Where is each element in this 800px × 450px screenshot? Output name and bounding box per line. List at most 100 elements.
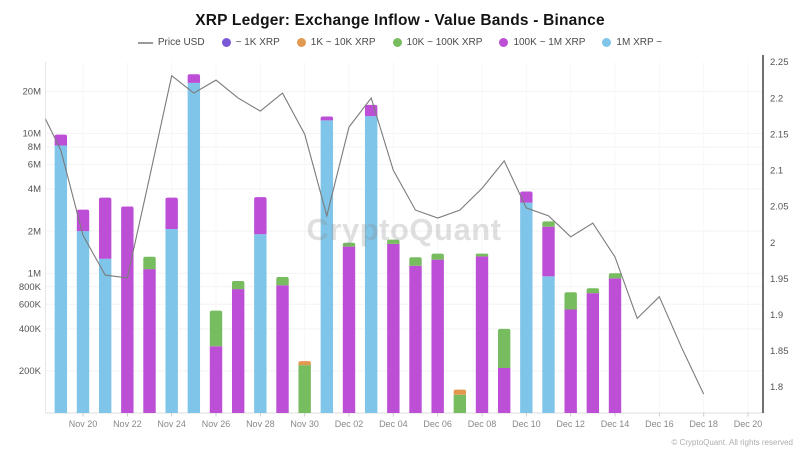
copyright-text: © CryptoQuant. All rights reserved <box>671 438 794 447</box>
bar-nov-26[interactable] <box>209 310 223 413</box>
bar-dec-03[interactable] <box>364 104 378 413</box>
legend-item-10k-100k-xrp[interactable]: 10K ~ 100K XRP <box>392 37 482 48</box>
bar-segment <box>586 288 600 294</box>
y-axis-right-label: 1.95 <box>770 274 789 285</box>
bar-nov-19[interactable] <box>54 134 68 413</box>
y-axis-right-label: 2.05 <box>770 202 789 213</box>
bar-dec-04[interactable] <box>387 239 400 413</box>
x-axis-label: Nov 30 <box>290 419 319 429</box>
bar-segment <box>298 365 311 413</box>
bar-dec-12[interactable] <box>564 292 577 413</box>
bar-nov-27[interactable] <box>231 280 245 413</box>
bar-segment <box>542 221 555 227</box>
legend-item-1m-xrp[interactable]: 1M XRP ~ <box>602 37 662 48</box>
bar-segment <box>121 206 134 413</box>
bar-segment <box>431 253 444 260</box>
x-axis-label: Nov 26 <box>202 419 231 429</box>
bar-segment <box>520 202 533 413</box>
bar-nov-28[interactable] <box>254 197 267 413</box>
bar-nov-30[interactable] <box>298 361 311 413</box>
x-axis-label: Dec 18 <box>689 419 718 429</box>
y-axis-right-label: 2 <box>770 238 775 249</box>
bar-dec-14[interactable] <box>608 273 622 413</box>
y-axis-right-label: 1.8 <box>770 382 783 393</box>
x-axis-label: Dec 20 <box>734 419 763 429</box>
y-axis-left-label: 8M <box>28 142 41 153</box>
bar-segment <box>497 367 511 413</box>
legend-item-label: 1M XRP ~ <box>616 37 663 48</box>
bar-segment <box>320 116 334 121</box>
y-axis-left-label: 600K <box>19 299 42 310</box>
bar-dec-09[interactable] <box>497 328 511 413</box>
bar-segment <box>608 278 622 413</box>
bar-nov-22[interactable] <box>121 206 134 413</box>
legend-item-1k-xrp[interactable]: ~ 1K XRP <box>221 37 280 48</box>
bar-segment <box>276 276 289 286</box>
x-axis-label: Dec 16 <box>645 419 674 429</box>
bar-nov-24[interactable] <box>165 197 178 413</box>
bar-segment <box>98 197 112 259</box>
bar-dec-06[interactable] <box>431 253 444 413</box>
x-axis-label: Dec 04 <box>379 419 408 429</box>
band-color-dot <box>221 38 231 47</box>
y-axis-left-label: 6M <box>28 160 41 171</box>
bar-dec-13[interactable] <box>586 288 600 413</box>
bar-segment <box>387 243 400 413</box>
bar-segment <box>143 269 156 413</box>
bar-dec-11[interactable] <box>542 221 555 413</box>
y-axis-left-label: 10M <box>23 129 42 140</box>
y-axis-right-label: 2.15 <box>770 129 789 140</box>
y-axis-right-label: 2.25 <box>770 57 789 68</box>
x-axis-label: Nov 20 <box>69 419 98 429</box>
bar-nov-25[interactable] <box>187 74 201 414</box>
bar-nov-20[interactable] <box>76 209 90 413</box>
legend-item-1k-10k-xrp[interactable]: 1K ~ 10K XRP <box>296 37 376 48</box>
bar-dec-08[interactable] <box>475 253 489 413</box>
x-axis-label: Dec 12 <box>556 419 585 429</box>
bar-dec-10[interactable] <box>520 191 533 413</box>
price-usd-line <box>45 74 705 395</box>
bar-dec-05[interactable] <box>409 257 422 413</box>
y-axis-left-label: 800K <box>19 282 42 293</box>
bar-nov-29[interactable] <box>276 276 289 413</box>
x-axis-label: Dec 06 <box>423 419 452 429</box>
bar-dec-02[interactable] <box>342 242 356 413</box>
y-axis-left-label: 2M <box>28 226 41 237</box>
bar-dec-01[interactable] <box>320 116 334 413</box>
bar-segment <box>209 310 223 347</box>
legend-item-price-usd[interactable]: Price USD <box>137 37 205 48</box>
bar-segment <box>54 145 68 413</box>
band-color-dot <box>392 38 402 47</box>
bar-segment <box>254 197 267 235</box>
y-axis-right-label: 2.2 <box>770 93 783 104</box>
bar-segment <box>298 361 311 366</box>
bar-segment <box>320 120 334 413</box>
x-axis-label: Dec 08 <box>468 419 497 429</box>
y-axis-left-label: 200K <box>19 366 42 377</box>
bar-segment <box>187 74 201 83</box>
bar-segment <box>497 328 511 368</box>
bar-segment <box>520 191 533 203</box>
bar-segment <box>564 292 577 310</box>
bar-dec-07[interactable] <box>453 389 467 413</box>
bar-nov-21[interactable] <box>98 197 112 413</box>
bar-segment <box>187 82 201 414</box>
price-line-swatch <box>137 41 153 44</box>
y-axis-right-label: 1.85 <box>770 346 789 357</box>
legend-item-label: Price USD <box>157 37 205 48</box>
bar-nov-23[interactable] <box>143 256 156 413</box>
y-axis-left-label: 4M <box>28 184 41 195</box>
bar-segment <box>431 259 444 413</box>
bar-segment <box>342 242 356 247</box>
legend-item-label: ~ 1K XRP <box>235 37 280 48</box>
bar-segment <box>364 116 378 413</box>
chart-title: XRP Ledger: Exchange Inflow - Value Band… <box>195 12 605 29</box>
bar-segment <box>586 293 600 413</box>
bar-segment <box>165 197 178 230</box>
legend-item-100k-1m-xrp[interactable]: 100K ~ 1M XRP <box>499 37 585 48</box>
bar-segment <box>608 273 622 279</box>
bar-segment <box>76 209 90 232</box>
bar-segment <box>231 289 245 413</box>
